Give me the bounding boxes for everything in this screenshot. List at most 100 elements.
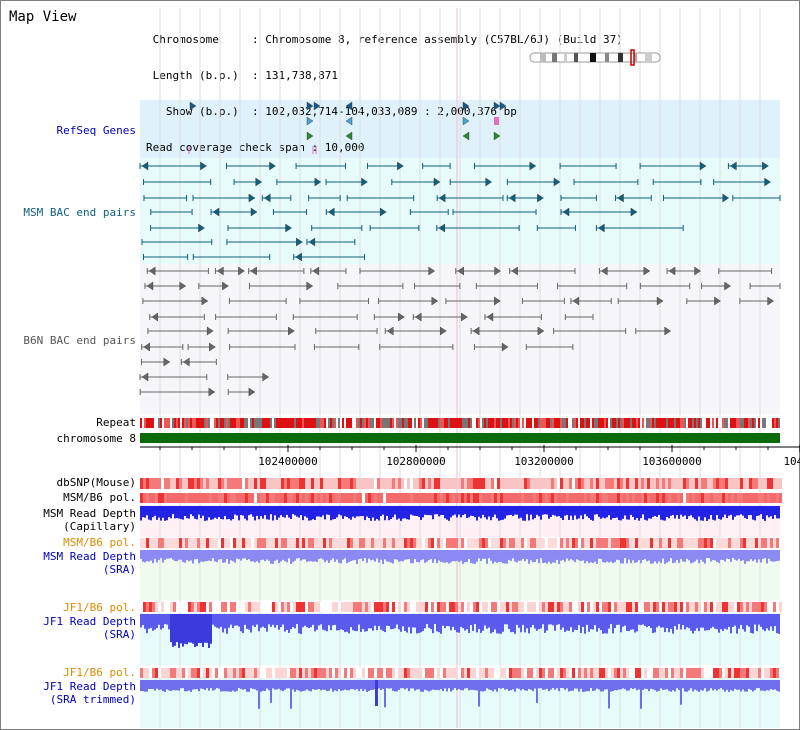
msm-depth-sra-bar bbox=[720, 550, 722, 560]
repeat-segment bbox=[694, 418, 696, 428]
msm-depth-capillary-bar bbox=[768, 506, 770, 518]
b6n-bac-pair-arrow bbox=[217, 266, 224, 276]
b6n-bac-pair-arrow bbox=[457, 266, 464, 276]
dbsnp-strip bbox=[578, 478, 581, 489]
msm-depth-capillary-bar bbox=[436, 506, 438, 515]
dbsnp-strip bbox=[575, 478, 578, 489]
repeat-segment bbox=[736, 418, 738, 428]
msm-depth-capillary-bar bbox=[230, 506, 232, 521]
msm-depth-capillary-bar bbox=[438, 506, 440, 517]
repeat-segment bbox=[562, 418, 564, 428]
msm-b6-pol-strip bbox=[422, 493, 425, 503]
msm-b6-pol-strip bbox=[338, 493, 341, 503]
msm-depth-sra-bar bbox=[432, 550, 434, 563]
jf1-b6-pol2-strip bbox=[140, 668, 143, 678]
msm-depth-sra-bar bbox=[718, 550, 720, 563]
msm-depth-capillary-bar bbox=[212, 506, 214, 520]
jf1-depth-sra-bar bbox=[706, 614, 708, 631]
msm-b6-pol2-strip bbox=[278, 538, 281, 548]
label-msm-bac[interactable]: MSM BAC end pairs bbox=[23, 206, 136, 219]
msm-b6-pol-strip bbox=[281, 493, 284, 503]
msm-depth-capillary-bar bbox=[474, 506, 476, 518]
msm-depth-sra-bar bbox=[426, 550, 428, 562]
jf1-b6-pol2-strip bbox=[635, 668, 638, 678]
dbsnp-strip bbox=[701, 478, 704, 489]
repeat-segment bbox=[636, 418, 638, 428]
jf1-b6-pol-strip bbox=[236, 602, 239, 612]
jf1-b6-pol2-strip bbox=[560, 668, 563, 678]
jf1-depth-trim-bar bbox=[534, 680, 536, 689]
msm-depth-capillary-bar bbox=[184, 506, 186, 517]
msm-depth-capillary-bar bbox=[682, 506, 684, 517]
label-b6n-bac[interactable]: B6N BAC end pairs bbox=[23, 334, 136, 347]
msm-depth-capillary-bar bbox=[374, 506, 376, 521]
msm-b6-pol-strip bbox=[458, 493, 461, 503]
msm-b6-pol-strip bbox=[722, 493, 725, 503]
msm-b6-pol-strip bbox=[371, 493, 374, 503]
jf1-depth-trim-bar bbox=[266, 680, 268, 689]
dbsnp-strip bbox=[542, 478, 545, 489]
dbsnp-strip bbox=[413, 478, 416, 489]
jf1-b6-pol2-strip bbox=[428, 668, 431, 678]
label-refseq-genes[interactable]: RefSeq Genes bbox=[56, 124, 136, 137]
b6n-bac-pair-arrow bbox=[146, 281, 154, 291]
repeat-segment bbox=[416, 418, 418, 428]
jf1-depth-trim-bar bbox=[596, 680, 598, 689]
msm-b6-pol2-strip bbox=[395, 538, 398, 548]
repeat-segment bbox=[214, 418, 216, 428]
dbsnp-strip bbox=[452, 478, 455, 489]
jf1-b6-pol-strip bbox=[563, 602, 566, 612]
jf1-depth-trim-bar bbox=[194, 680, 196, 690]
jf1-b6-pol2-strip bbox=[623, 668, 626, 678]
jf1-b6-pol2-strip bbox=[707, 668, 710, 678]
msm-depth-sra-bar bbox=[670, 550, 672, 559]
msm-depth-sra-bar bbox=[402, 550, 404, 562]
jf1-b6-pol-strip bbox=[455, 602, 458, 612]
msm-bac-pair-arrow bbox=[263, 193, 271, 203]
jf1-b6-pol2-strip bbox=[596, 668, 599, 678]
jf1-b6-pol2-strip bbox=[377, 668, 380, 678]
msm-b6-pol2-strip bbox=[230, 538, 233, 548]
jf1-b6-pol2-strip bbox=[416, 668, 419, 678]
dbsnp-strip bbox=[689, 478, 692, 489]
msm-b6-pol-strip bbox=[773, 493, 776, 503]
jf1-b6-pol-strip bbox=[464, 602, 467, 612]
repeat-segment bbox=[548, 418, 550, 428]
repeat-segment bbox=[160, 418, 162, 428]
msm-b6-pol-strip bbox=[635, 493, 638, 503]
repeat-segment bbox=[386, 418, 388, 428]
jf1-b6-pol-strip bbox=[530, 602, 533, 612]
msm-b6-pol2-strip bbox=[725, 538, 728, 548]
dbsnp-strip bbox=[251, 478, 254, 489]
jf1-b6-pol2-strip bbox=[425, 668, 428, 678]
jf1-depth-trim-bar bbox=[464, 680, 466, 689]
msm-bac-pair-arrow bbox=[730, 161, 737, 171]
msm-bac-pair-arrow bbox=[764, 177, 771, 187]
msm-depth-sra-bar bbox=[502, 550, 504, 564]
msm-b6-pol-strip bbox=[608, 493, 611, 503]
dbsnp-strip bbox=[521, 478, 524, 489]
msm-b6-pol-strip bbox=[776, 493, 779, 503]
jf1-depth-trim-bar bbox=[350, 680, 352, 690]
jf1-depth-sra-bar bbox=[616, 614, 618, 625]
msm-b6-pol2-strip bbox=[269, 538, 272, 548]
jf1-depth-trim-bar bbox=[252, 680, 254, 689]
msm-depth-sra-bar bbox=[398, 550, 400, 562]
msm-depth-sra-bar bbox=[322, 550, 324, 560]
msm-depth-sra-bar bbox=[686, 550, 688, 559]
jf1-depth-trim-bar bbox=[446, 680, 448, 692]
msm-b6-pol-strip bbox=[389, 493, 392, 503]
jf1-depth-sra-bar bbox=[596, 614, 598, 632]
jf1-depth-sra-bar bbox=[322, 614, 324, 630]
msm-depth-sra-bar bbox=[380, 550, 382, 560]
jf1-b6-pol2-strip bbox=[170, 668, 173, 678]
msm-b6-pol-strip bbox=[242, 493, 245, 503]
msm-depth-sra-bar bbox=[656, 550, 658, 564]
repeat-segment bbox=[574, 418, 576, 428]
msm-depth-sra-bar bbox=[712, 550, 714, 561]
msm-depth-sra-bar bbox=[156, 550, 158, 563]
repeat-segment bbox=[600, 418, 602, 428]
jf1-b6-pol-strip bbox=[488, 602, 491, 612]
jf1-depth-sra-bar bbox=[550, 614, 552, 625]
